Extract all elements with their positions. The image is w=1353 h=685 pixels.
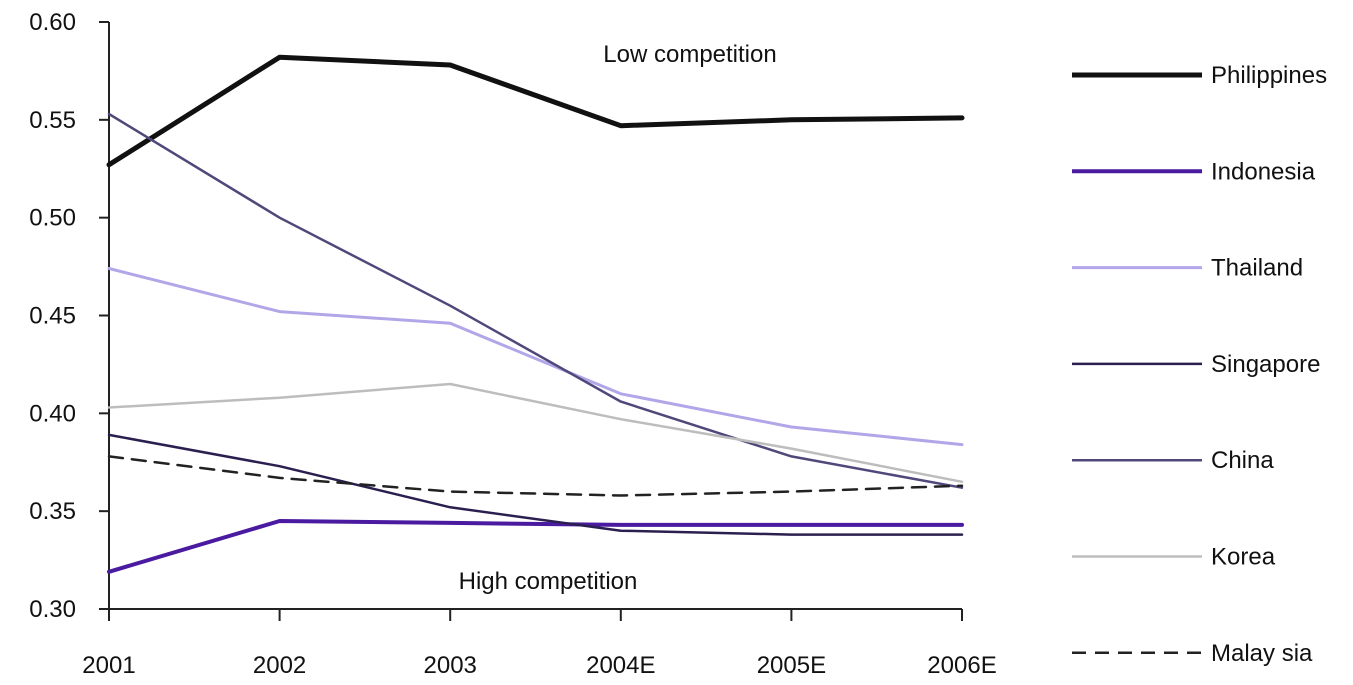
legend-label: Philippines: [1211, 62, 1327, 89]
legend: Philippines Indonesia Thailand Singapore Chi…: [1072, 62, 1327, 667]
legend-label: Indonesia: [1211, 158, 1316, 185]
x-tick-label: 2003: [424, 652, 477, 679]
annotation-low-competition: Low competition: [603, 41, 776, 68]
axes: 0.30 0.35 0.40 0.45 0.50 0.55 0.60 2001 2002 2003…: [29, 9, 996, 679]
series-lines: [106, 54, 965, 574]
series-line-philippines: [106, 54, 965, 168]
series-line-china: [107, 112, 964, 489]
y-tick-label: 0.40: [29, 400, 76, 427]
series-line-indonesia: [107, 519, 964, 574]
x-tick-label: 2004E: [586, 652, 655, 679]
y-tick-label: 0.30: [29, 596, 76, 623]
legend-label: Singapore: [1211, 351, 1320, 378]
legend-label: Korea: [1211, 544, 1276, 571]
series-line-thailand: [107, 267, 964, 447]
y-tick-label: 0.60: [29, 9, 76, 36]
x-tick-label: 2001: [82, 652, 135, 679]
y-tick-label: 0.50: [29, 205, 76, 232]
x-tick-label: 2006E: [927, 652, 996, 679]
y-tick-label: 0.55: [29, 107, 76, 134]
y-tick-label: 0.35: [29, 498, 76, 525]
y-tick-label: 0.45: [29, 303, 76, 330]
x-tick-label: 2002: [253, 652, 306, 679]
legend-label: China: [1211, 447, 1274, 474]
series-line-malay-sia: [107, 455, 964, 497]
series-line-korea: [107, 382, 964, 484]
annotations: Low competition High competition: [459, 41, 777, 595]
annotation-high-competition: High competition: [459, 568, 638, 595]
legend-label: Malay sia: [1211, 640, 1313, 667]
legend-label: Thailand: [1211, 255, 1303, 282]
x-tick-label: 2005E: [757, 652, 826, 679]
series-line-singapore: [107, 433, 964, 536]
